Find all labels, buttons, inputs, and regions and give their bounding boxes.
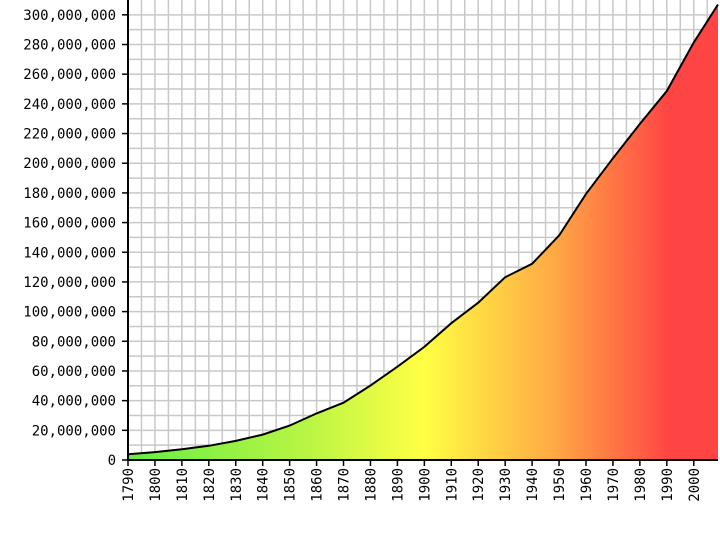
x-tick-labels: 1790 1800 1810 1820 1830 1840 1850 1860 1870 1880… xyxy=(121,460,703,502)
x-tick-label: 1800 xyxy=(148,468,164,502)
y-tick-label: 80,000,000 xyxy=(32,334,116,350)
y-tick-label: 160,000,000 xyxy=(23,216,116,232)
x-tick-label: 1930 xyxy=(498,468,514,502)
y-tick-label: 220,000,000 xyxy=(23,127,116,143)
x-tick-label: 1980 xyxy=(633,468,649,502)
x-tick-label: 1830 xyxy=(229,468,245,502)
x-tick-label: 1920 xyxy=(471,468,487,502)
y-tick-label: 140,000,000 xyxy=(23,245,116,261)
x-tick-label: 1820 xyxy=(202,468,218,502)
x-tick-label: 1900 xyxy=(417,468,433,502)
y-tick-label: 300,000,000 xyxy=(23,8,116,24)
y-tick-label: 260,000,000 xyxy=(23,67,116,83)
x-tick-label: 1970 xyxy=(606,468,622,502)
y-tick-label: 40,000,000 xyxy=(32,394,116,410)
x-tick-label: 1950 xyxy=(552,468,568,502)
y-tick-label: 180,000,000 xyxy=(23,186,116,202)
x-tick-label: 1890 xyxy=(390,468,406,502)
x-tick-label: 1870 xyxy=(337,468,353,502)
y-tick-label: 100,000,000 xyxy=(23,305,116,321)
population-line xyxy=(127,3,719,456)
x-tick-label: 1940 xyxy=(525,468,541,502)
x-tick-label: 1840 xyxy=(256,468,272,502)
x-tick-label: 1960 xyxy=(579,468,595,502)
y-tick-label: 20,000,000 xyxy=(32,423,116,439)
x-tick-label: 2000 xyxy=(687,468,703,502)
x-tick-label: 1810 xyxy=(175,468,191,502)
x-tick-label: 1790 xyxy=(121,468,137,502)
y-tick-label: 200,000,000 xyxy=(23,156,116,172)
x-tick-label: 1910 xyxy=(444,468,460,502)
y-tick-label: 0 xyxy=(108,453,116,469)
x-tick-label: 1880 xyxy=(363,468,379,502)
x-tick-label: 1860 xyxy=(310,468,326,502)
population-area xyxy=(128,4,718,460)
x-tick-label: 1990 xyxy=(660,468,676,502)
y-tick-labels: 0 20,000,000 40,000,000 60,000,000 80,000,00… xyxy=(23,8,128,469)
y-tick-label: 280,000,000 xyxy=(23,38,116,54)
y-tick-label: 60,000,000 xyxy=(32,364,116,380)
y-tick-label: 120,000,000 xyxy=(23,275,116,291)
x-tick-label: 1850 xyxy=(283,468,299,502)
y-tick-label: 240,000,000 xyxy=(23,97,116,113)
